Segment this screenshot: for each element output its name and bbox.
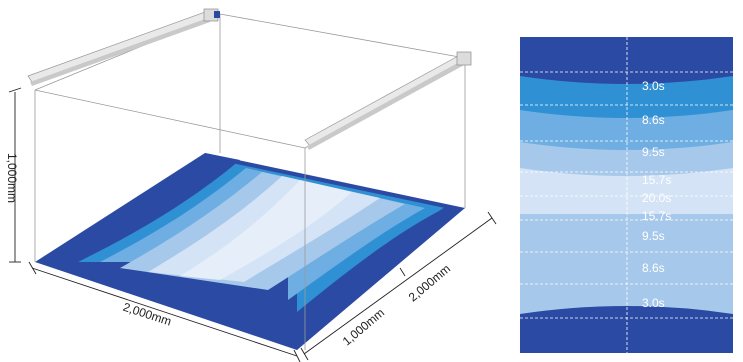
contour-map: 3.0s 8.6s 9.5s 15.7s 20.0s 15.7s 9.5s 8.6s 3.0s [520,37,733,353]
contour-map-bands [520,76,733,353]
contour-level-label: 3.0s [642,296,665,310]
linear-light-bar-icon [304,51,472,150]
floor-band-center [180,180,352,280]
floor-band-front [35,153,240,262]
dimension-lines [8,87,497,362]
contour-map-labels: 3.0s 8.6s 9.5s 15.7s 20.0s 15.7s 9.5s 8.6s 3.0s [642,79,671,310]
contour-band-lower-outer [520,306,733,353]
contour-band-upper [520,168,733,214]
contour-level-label: 9.5s [642,229,665,243]
contour-level-label: 9.5s [642,145,665,159]
box-diagram: 1,000mm 2,000mm 1,000mm 2,000mm [5,8,497,362]
depth-dimension-label: 2,000mm [406,261,453,304]
contour-map-guides [520,37,733,353]
contour-level-label: 15.7s [642,173,671,187]
floor-contour-surface [35,153,465,350]
contour-level-label: 8.6s [642,113,665,127]
contour-level-label: 3.0s [642,79,665,93]
half-depth-dimension-label: 1,000mm [340,305,387,348]
height-dimension-label: 1,000mm [5,153,19,203]
light-bar-end-cap-icon [456,51,472,66]
linear-light-bar-icon [27,8,220,86]
contour-level-label: 8.6s [642,261,665,275]
contour-level-label: 20.0s [642,191,671,205]
contour-level-label: 15.7s [642,209,671,223]
